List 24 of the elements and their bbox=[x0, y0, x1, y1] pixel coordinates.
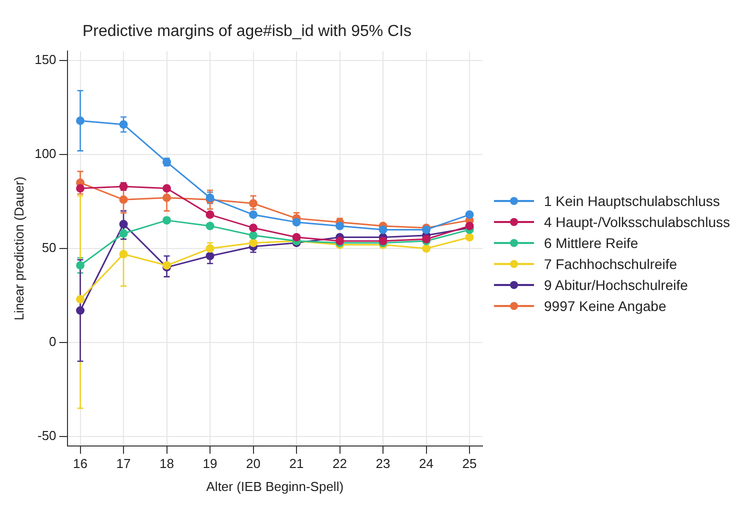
y-tick-label: 150 bbox=[34, 52, 56, 68]
y-axis-title: Linear prediction (Dauer) bbox=[11, 176, 26, 320]
x-tick-label: 23 bbox=[376, 456, 390, 472]
chart-title: Predictive margins of age#isb_id with 95% CIs bbox=[82, 23, 412, 40]
x-tick-label: 25 bbox=[462, 456, 477, 472]
x-tick-label: 24 bbox=[419, 456, 434, 472]
x-axis-title: Alter (IEB Beginn-Spell) bbox=[206, 478, 344, 494]
legend-label: 7 Fachhochschulreife bbox=[544, 256, 678, 272]
y-tick-label: 0 bbox=[49, 334, 56, 350]
x-tick-label: 20 bbox=[246, 456, 261, 472]
legend-label: 9997 Keine Angabe bbox=[544, 298, 666, 314]
x-tick-label: 21 bbox=[289, 456, 304, 472]
x-tick-label: 19 bbox=[202, 456, 218, 472]
legend-label: 6 Mittlere Reife bbox=[544, 235, 638, 251]
y-tick-label: 100 bbox=[34, 146, 56, 162]
x-tick-label: 16 bbox=[73, 456, 88, 472]
x-tick-label: 22 bbox=[332, 456, 348, 472]
x-tick-label: 17 bbox=[116, 456, 131, 472]
y-tick-label: 50 bbox=[42, 240, 56, 256]
legend-label: 9 Abitur/Hochschulreife bbox=[544, 277, 688, 293]
y-tick-label: -50 bbox=[37, 428, 56, 443]
legend-label: 1 Kein Hauptschulabschluss bbox=[544, 193, 720, 209]
x-tick-label: 18 bbox=[160, 456, 174, 472]
legend-label: 4 Haupt-/Volksschulabschluss bbox=[544, 214, 730, 230]
